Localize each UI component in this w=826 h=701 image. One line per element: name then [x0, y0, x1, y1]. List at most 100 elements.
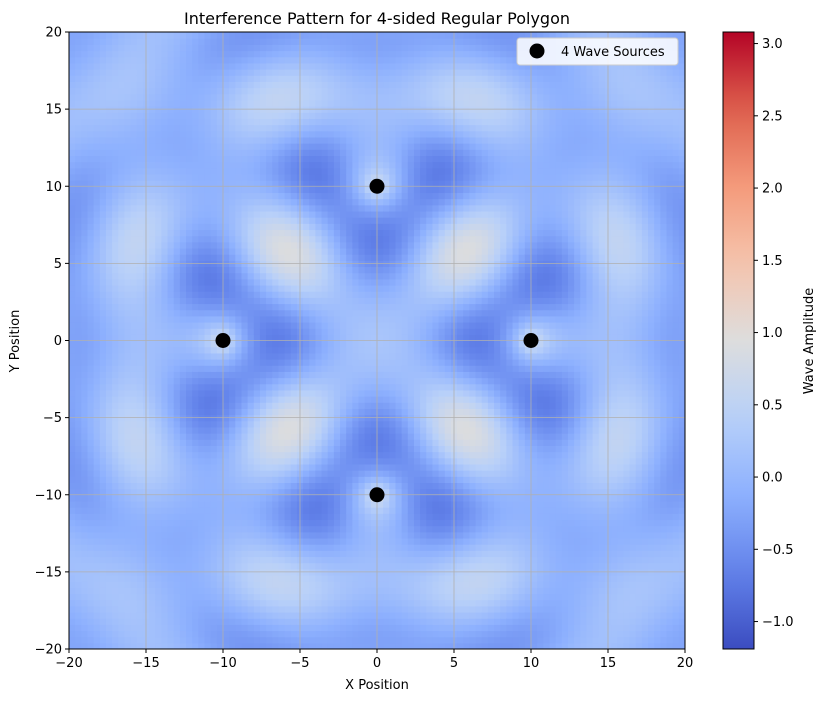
heatmap-cell: [223, 124, 230, 132]
heatmap-cell: [346, 581, 353, 588]
heatmap-cell: [321, 161, 329, 169]
heatmap-cell: [290, 99, 298, 107]
heatmap-cell: [303, 599, 310, 607]
heatmap-cell: [161, 241, 169, 249]
heatmap-cell: [223, 389, 230, 397]
heatmap-cell: [112, 439, 119, 446]
heatmap-cell: [309, 377, 316, 385]
heatmap-cell: [198, 130, 206, 138]
heatmap-cell: [161, 420, 169, 428]
heatmap-cell: [247, 420, 255, 428]
heatmap-cell: [210, 359, 218, 366]
heatmap-cell: [340, 309, 347, 317]
heatmap-cell: [216, 537, 224, 545]
heatmap-cell: [364, 463, 372, 471]
heatmap-cell: [340, 544, 347, 551]
heatmap-cell: [124, 204, 132, 212]
heatmap-cell: [179, 303, 187, 311]
heatmap-cell: [241, 62, 249, 70]
heatmap-cell: [229, 297, 236, 305]
heatmap-cell: [87, 389, 95, 397]
heatmap-cell: [241, 537, 249, 545]
heatmap-cell: [198, 99, 206, 107]
heatmap-cell: [186, 87, 193, 95]
heatmap-cell: [161, 272, 169, 280]
heatmap-cell: [352, 266, 360, 274]
heatmap-cell: [272, 482, 280, 490]
heatmap-cell: [241, 198, 249, 206]
heatmap-cell: [272, 284, 280, 292]
heatmap-cell: [241, 371, 249, 379]
heatmap-cell: [198, 445, 206, 453]
heatmap-cell: [253, 346, 261, 354]
heatmap-cell: [327, 69, 335, 76]
heatmap-cell: [247, 143, 255, 150]
heatmap-cell: [364, 167, 372, 175]
heatmap-cell: [309, 81, 316, 89]
heatmap-cell: [204, 574, 212, 582]
heatmap-cell: [333, 192, 341, 200]
heatmap-cell: [272, 507, 280, 514]
heatmap-cell: [198, 124, 206, 132]
heatmap-cell: [352, 315, 360, 323]
heatmap-cell: [69, 186, 76, 194]
heatmap-cell: [69, 562, 76, 570]
heatmap-cell: [290, 217, 298, 224]
heatmap-cell: [99, 346, 107, 354]
heatmap-cell: [87, 229, 95, 237]
heatmap-cell: [93, 519, 101, 527]
heatmap-cell: [247, 426, 255, 434]
heatmap-cell: [370, 420, 378, 428]
heatmap-cell: [216, 56, 224, 64]
heatmap-cell: [124, 328, 132, 335]
heatmap-cell: [124, 241, 132, 249]
heatmap-cell: [105, 204, 113, 212]
heatmap-cell: [81, 439, 89, 446]
heatmap-cell: [179, 513, 187, 521]
heatmap-cell: [272, 303, 280, 311]
heatmap-cell: [370, 130, 378, 138]
heatmap-cell: [136, 396, 144, 403]
heatmap-cell: [253, 223, 261, 231]
heatmap-cell: [75, 235, 82, 243]
heatmap-cell: [87, 143, 95, 150]
heatmap-cell: [346, 217, 353, 224]
heatmap-cell: [309, 359, 316, 366]
heatmap-cell: [81, 624, 89, 632]
heatmap-cell: [266, 396, 273, 403]
heatmap-cell: [167, 161, 175, 169]
heatmap-cell: [241, 531, 249, 539]
heatmap-cell: [229, 38, 236, 45]
heatmap-cell: [278, 371, 286, 379]
heatmap-cell: [364, 389, 372, 397]
heatmap-cell: [272, 457, 280, 465]
heatmap-cell: [173, 531, 181, 539]
heatmap-cell: [340, 254, 347, 261]
heatmap-cell: [235, 229, 243, 237]
heatmap-cell: [333, 396, 341, 403]
heatmap-cell: [321, 599, 329, 607]
heatmap-cell: [87, 426, 95, 434]
heatmap-cell: [284, 297, 292, 305]
heatmap-cell: [364, 247, 372, 255]
heatmap-cell: [118, 278, 126, 286]
heatmap-cell: [290, 451, 298, 459]
heatmap-cell: [352, 396, 360, 403]
heatmap-cell: [204, 328, 212, 335]
heatmap-cell: [161, 75, 169, 82]
heatmap-cell: [229, 173, 236, 181]
heatmap-cell: [198, 229, 206, 237]
heatmap-cell: [333, 556, 341, 564]
heatmap-cell: [340, 550, 347, 558]
heatmap-cell: [358, 321, 366, 329]
heatmap-cell: [223, 291, 230, 298]
heatmap-cell: [235, 44, 243, 52]
heatmap-cell: [112, 513, 119, 521]
heatmap-cell: [266, 38, 273, 45]
heatmap-cell: [204, 136, 212, 144]
heatmap-cell: [370, 217, 378, 224]
heatmap-cell: [198, 352, 206, 360]
heatmap-cell: [266, 284, 273, 292]
heatmap-cell: [266, 476, 273, 484]
heatmap-cell: [216, 482, 224, 490]
